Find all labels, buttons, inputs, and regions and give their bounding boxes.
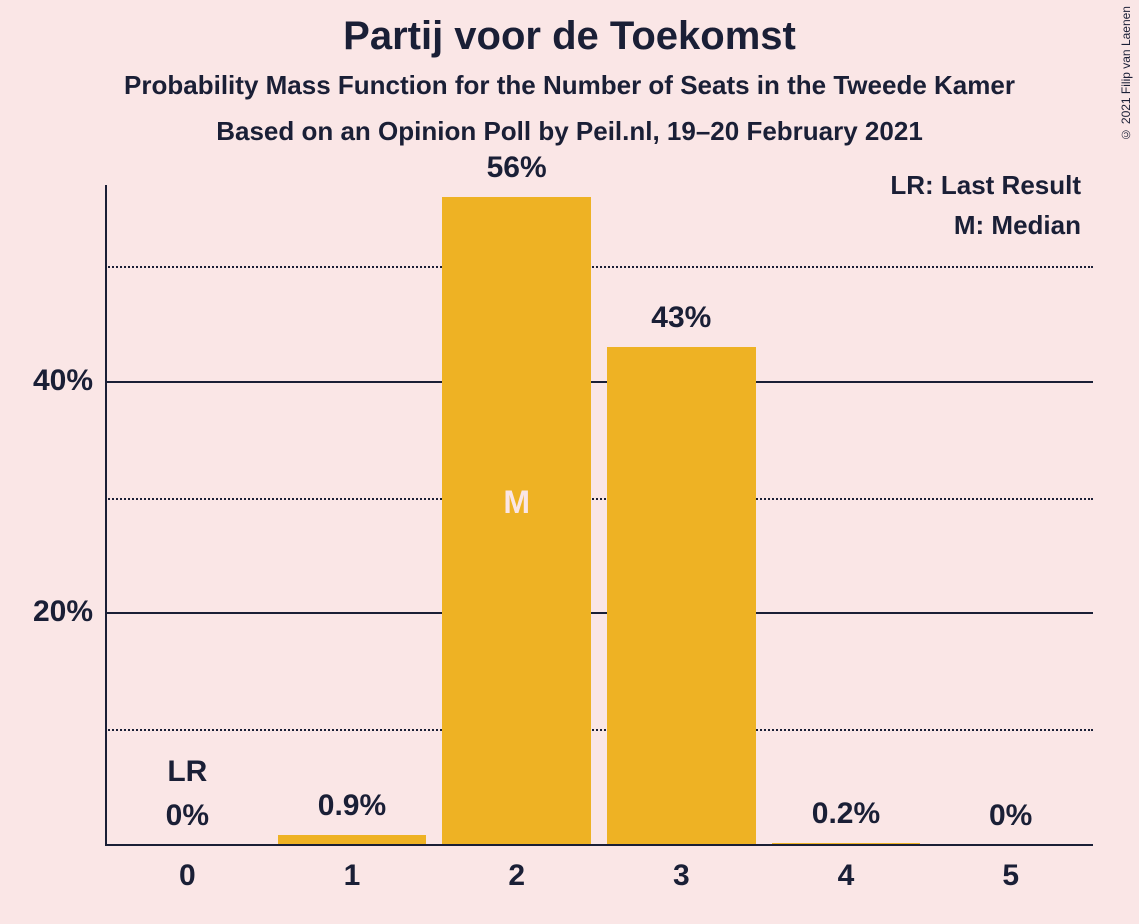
gridline-major [105,612,1093,614]
bar [607,347,755,845]
y-axis-tick-label: 40% [3,364,93,398]
last-result-marker: LR [105,755,270,789]
gridline-major [105,381,1093,383]
median-marker: M [442,484,590,521]
bar-value-label: 0.2% [764,797,929,831]
bar-value-label: 56% [434,151,599,185]
x-axis-tick-label: 5 [928,859,1093,893]
x-axis-tick-label: 3 [599,859,764,893]
y-axis-tick-label: 20% [3,595,93,629]
bar [442,197,590,845]
x-axis [105,844,1093,846]
copyright-text: © 2021 Filip van Laenen [1119,6,1133,141]
chart-title: Partij voor de Toekomst [0,14,1139,59]
bar-value-label: 0% [105,799,270,833]
legend-lr: LR: Last Result [890,170,1081,201]
gridline-minor [105,266,1093,268]
x-axis-tick-label: 4 [764,859,929,893]
gridline-minor [105,729,1093,731]
chart-subtitle-2: Based on an Opinion Poll by Peil.nl, 19–… [0,116,1139,147]
chart-plot-area: 20%40%0%LR00.9%156%M243%30.2%40%5LR: Las… [105,185,1093,845]
legend-m: M: Median [954,210,1081,241]
gridline-minor [105,498,1093,500]
bar-value-label: 0.9% [270,789,435,823]
bar-value-label: 0% [928,799,1093,833]
x-axis-tick-label: 2 [434,859,599,893]
x-axis-tick-label: 1 [270,859,435,893]
y-axis [105,185,107,845]
bar-value-label: 43% [599,301,764,335]
x-axis-tick-label: 0 [105,859,270,893]
chart-subtitle-1: Probability Mass Function for the Number… [0,70,1139,101]
